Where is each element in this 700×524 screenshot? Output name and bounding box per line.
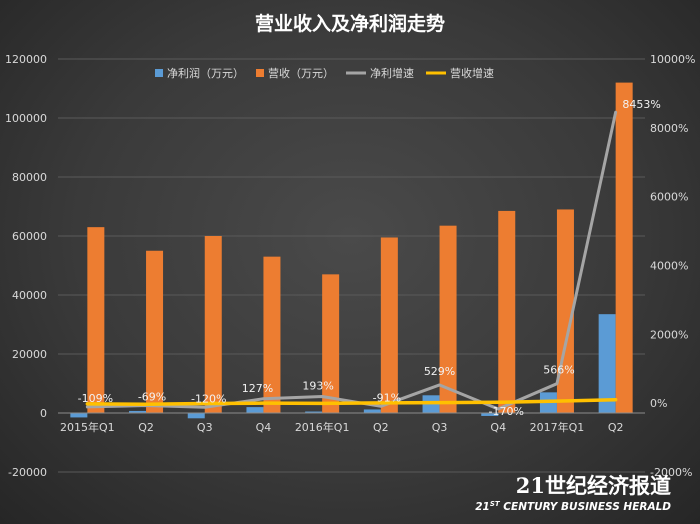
legend-label: 净利润（万元） [167,66,244,80]
left-tick-label: -20000 [8,466,47,479]
profit-bar [129,410,147,413]
x-axis: 2015年Q1 Q2 Q3 Q4 2016年Q1 Q2 Q3 Q4 2017年Q1 Q2 [60,420,623,434]
x-tick-label: Q3 [197,421,213,434]
data-labels: -109% -69% -120% 127% 193% -91% 529% -170% 566% 8… [78,98,661,418]
x-tick-label: Q3 [432,421,448,434]
revenue-bar [322,274,340,413]
growth-data-label: -69% [138,391,166,404]
legend-label: 净利增速 [370,66,414,80]
left-tick-label: 80000 [12,171,47,184]
right-tick-label: 6000% [650,191,688,204]
x-tick-label: Q2 [608,421,624,434]
x-tick-label: Q4 [256,421,272,434]
growth-data-label: 127% [242,382,273,395]
x-tick-label: Q2 [138,421,154,434]
profit-growth-line [85,110,618,411]
right-tick-label: 10000% [650,53,695,66]
right-tick-label: 0% [650,397,667,410]
growth-data-label: -170% [489,405,524,418]
x-tick-label: 2017年Q1 [530,420,585,434]
growth-data-label: -91% [373,391,401,404]
legend-swatch [256,69,264,77]
profit-bar [187,413,205,419]
growth-data-label: -109% [78,392,113,405]
left-tick-label: 20000 [12,348,47,361]
legend-label: 营收（万元） [268,66,334,80]
left-tick-label: 120000 [5,53,47,66]
left-tick-label: 100000 [5,112,47,125]
left-axis: -20000 0 20000 40000 60000 80000 100000 120000 [5,53,47,479]
profit-bar [481,413,499,416]
revenue-bar [439,225,457,413]
right-tick-label: 2000% [650,328,688,341]
x-tick-label: 2015年Q1 [60,420,115,434]
left-tick-label: 40000 [12,289,47,302]
right-axis: -2000% 0% 2000% 4000% 6000% 8000% 10000% [650,53,695,479]
revenue-growth-line [85,397,618,406]
chart-title: 营业收入及净利润走势 [255,12,445,35]
legend-swatch [155,69,163,77]
legend: 净利润（万元） 营收（万元） 净利增速 营收增速 [155,66,494,80]
right-tick-label: 8000% [650,122,688,135]
growth-data-label: -120% [191,392,226,405]
watermark-chinese: 21世纪经济报道 [516,473,671,498]
revenue-bar [498,210,516,413]
right-tick-label: 4000% [650,260,688,273]
revenue-bar [146,250,164,413]
growth-data-label: 566% [543,364,574,377]
right-tick-label: -2000% [650,466,692,479]
x-tick-label: 2016年Q1 [295,420,350,434]
revenue-bar [204,236,222,413]
left-tick-label: 60000 [12,230,47,243]
revenue-bar [87,227,105,413]
profit-bar [246,407,264,413]
revenue-bar [263,256,281,413]
growth-data-label: 529% [424,365,455,378]
profit-bar [305,411,323,413]
x-tick-label: Q2 [373,421,389,434]
growth-data-label: 8453% [622,98,660,111]
line-series [85,110,618,411]
profit-bar [598,314,616,413]
x-tick-label: Q4 [490,421,506,434]
revenue-bar [615,82,633,413]
profit-bar [363,409,381,413]
growth-data-label: 193% [302,380,333,393]
revenue-bar [380,237,398,413]
watermark: 21世纪经济报道 21ST CENTURY BUSINESS HERALD [475,473,671,513]
legend-label: 营收增速 [450,66,494,80]
left-tick-label: 0 [40,407,47,420]
profit-bar [70,413,88,418]
watermark-english: 21ST CENTURY BUSINESS HERALD [475,500,671,513]
